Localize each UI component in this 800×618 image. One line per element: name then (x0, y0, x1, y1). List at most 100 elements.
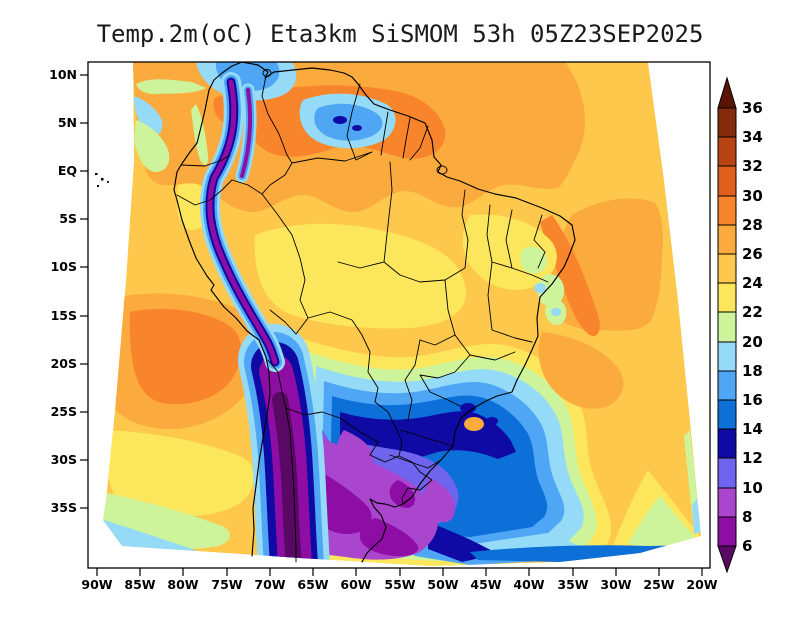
colorbar-label: 24 (742, 274, 763, 292)
lon-tick-label: 50W (427, 577, 458, 592)
temp-region-venezuela-navy (333, 116, 347, 124)
colorbar-segment (717, 516, 737, 547)
lat-ticks (80, 74, 88, 509)
lon-tick-label: 30W (600, 577, 631, 592)
temp-region-secoast-orange (538, 332, 624, 409)
temp-region-ne-cyan-dot (551, 308, 561, 316)
galapagos-islands (95, 173, 109, 187)
state-borders (337, 161, 549, 469)
island-dot (107, 181, 109, 183)
country-borders (176, 75, 433, 563)
colorbar-label: 20 (742, 333, 763, 351)
andes-south-darkcore (272, 392, 302, 566)
colorbar-segment (717, 165, 737, 197)
island-dot (95, 173, 98, 175)
lon-tick-label: 20W (686, 577, 717, 592)
temp-region-sp-navy-speck (486, 417, 498, 425)
colorbar-label: 6 (742, 537, 752, 555)
colorbar-label: 36 (742, 99, 763, 117)
figure-title: Temp.2m(oC) Eta3km SiSMOM 53h 05Z23SEP20… (97, 20, 704, 48)
lat-tick-label: 20S (51, 356, 77, 371)
temp-region-necoast-hot (540, 215, 600, 336)
colorbar-segment (717, 457, 737, 489)
lat-tick-label: 10N (49, 67, 77, 82)
temp-region-ne-palegreen (537, 274, 565, 307)
andes-north-purple (207, 79, 278, 365)
colorbar-label: 18 (742, 362, 763, 380)
temp-region-venezuela-blue (314, 103, 383, 141)
lat-tick-label: 30S (51, 452, 77, 467)
temp-region-rightedge-cyan (692, 498, 701, 534)
lon-tick-label: 80W (167, 577, 198, 592)
colorbar-label: 26 (742, 245, 763, 263)
lon-tick-label: 75W (211, 577, 242, 592)
colorbar-segment (717, 341, 737, 372)
colorbar-label: 12 (742, 449, 763, 467)
colorbar-arrow-bottom (717, 545, 737, 574)
colorbar-segment (717, 487, 737, 518)
colorbar-label: 22 (742, 303, 763, 321)
lat-tick-label: 15S (51, 308, 77, 323)
temp-region-south-purple-core (389, 480, 416, 508)
lat-tick-label: 5N (58, 115, 77, 130)
lon-tick-label: 35W (557, 577, 588, 592)
temp-region-pacific-orange-core (129, 308, 242, 405)
colorbar-segment (717, 311, 737, 343)
colorbar-segment (717, 428, 737, 459)
lat-tick-label: 35S (51, 500, 77, 515)
colorbar-label: 10 (742, 479, 763, 497)
lat-tick-label: EQ (58, 163, 77, 178)
colorbar-segment (717, 136, 737, 167)
temp-region-amazon-yellow (254, 223, 467, 329)
lat-tick-label: 10S (51, 259, 77, 274)
colorbar-segment (717, 224, 737, 255)
lat-tick-label: 5S (59, 211, 77, 226)
temp-region-ne-palegreen (520, 246, 548, 274)
marajo-island (436, 165, 448, 175)
island-dot (97, 185, 99, 187)
map-frame (87, 61, 711, 569)
temp-region-south-purple-core (359, 518, 419, 557)
colorbar-label: 14 (742, 420, 763, 438)
lat-tick-labels: 10N 5N EQ 5S 10S 15S 20S 25S 30S 35S (49, 67, 77, 515)
andes-east-cordillera-purple (240, 88, 252, 178)
lon-tick-label: 55W (384, 577, 415, 592)
island-dot (101, 178, 104, 181)
colorbar-segment (717, 253, 737, 284)
colorbar-segment (717, 370, 737, 401)
colorbar-segment (717, 282, 737, 313)
colorbar-label: 16 (742, 391, 763, 409)
temp-region-pacificcol-green (134, 120, 170, 172)
colorbar-labels: 36 34 32 30 28 26 24 22 20 18 16 14 12 1… (742, 99, 763, 555)
colorbar-label: 28 (742, 216, 763, 234)
lon-tick-label: 45W (470, 577, 501, 592)
temp-region-ocean-orange-dot (464, 417, 484, 431)
lon-ticks (96, 568, 703, 576)
temp-region-rscoast-orchid (424, 478, 455, 523)
lon-tick-label: 40W (513, 577, 544, 592)
lon-tick-label: 60W (340, 577, 371, 592)
colorbar-arrow-top (717, 76, 737, 109)
colorbar-segment (717, 399, 737, 430)
temp-region-seedge-palegreen (628, 496, 697, 549)
temp-region-venezuela-navy (352, 125, 362, 131)
temp-region-ne-cyan-dot (534, 283, 546, 293)
temp-region-paraguay-orchid (336, 430, 373, 473)
colorbar-label: 34 (742, 128, 763, 146)
temperature-field (103, 62, 701, 566)
colorbar-label: 32 (742, 157, 763, 175)
temp-region-sp-navy-speck (460, 403, 476, 413)
colorbar: 36 34 32 30 28 26 24 22 20 18 16 14 12 1… (717, 76, 763, 574)
colorbar-segment (717, 195, 737, 226)
lon-tick-label: 25W (643, 577, 674, 592)
temp-region-panama-green (136, 79, 206, 94)
lat-tick-label: 25S (51, 404, 77, 419)
colorbar-segment (717, 107, 737, 138)
lake-maracaibo (262, 69, 272, 77)
lon-tick-label: 70W (254, 577, 285, 592)
coastline-south-america (173, 62, 576, 563)
map-plot-area (95, 62, 701, 566)
lon-tick-label: 85W (124, 577, 155, 592)
